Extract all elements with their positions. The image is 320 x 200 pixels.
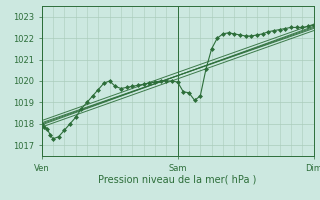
- X-axis label: Pression niveau de la mer( hPa ): Pression niveau de la mer( hPa ): [99, 174, 257, 184]
